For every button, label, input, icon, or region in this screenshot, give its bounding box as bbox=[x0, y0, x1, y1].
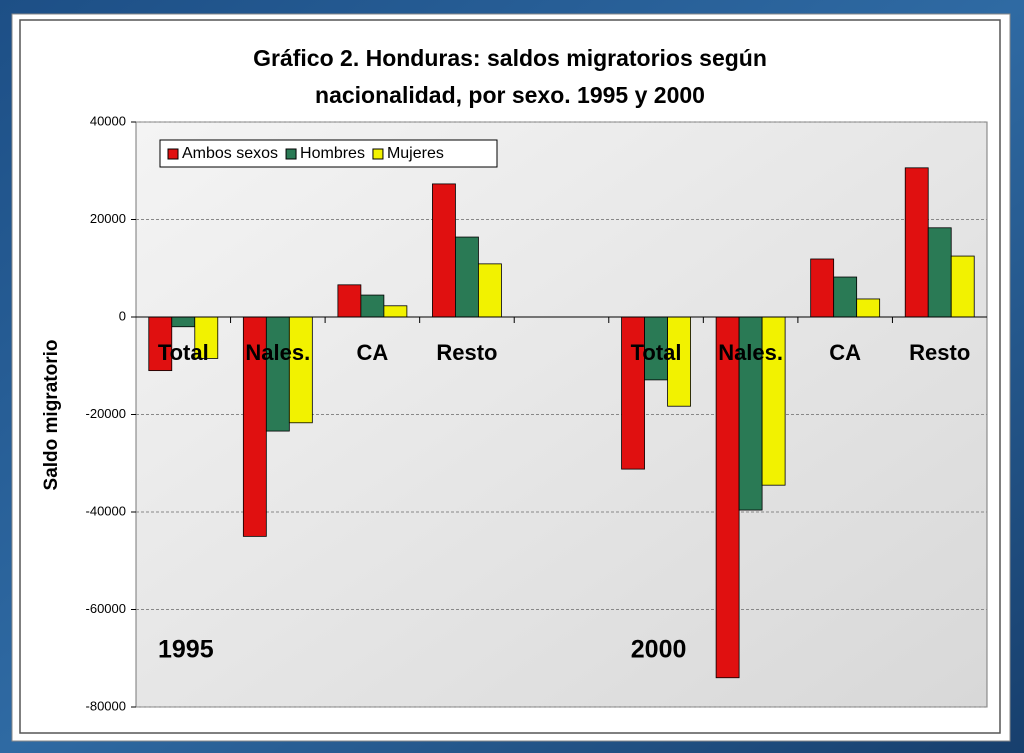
annotation: 2000 bbox=[631, 636, 687, 664]
x-tick-label: CA bbox=[356, 340, 388, 365]
bar bbox=[171, 316, 196, 328]
legend-label: Ambos sexos bbox=[182, 145, 278, 162]
legend-box bbox=[159, 139, 498, 168]
y-tick-label: -80000 bbox=[86, 698, 126, 713]
bar bbox=[478, 263, 502, 318]
y-tick-label: 40000 bbox=[90, 113, 126, 128]
chart-border bbox=[19, 19, 1001, 734]
bar bbox=[432, 183, 456, 318]
y-tick-label: 20000 bbox=[90, 211, 126, 226]
bar bbox=[950, 255, 975, 318]
bar bbox=[715, 316, 740, 679]
y-tick-label: -40000 bbox=[86, 503, 126, 518]
x-tick-label: Nales. bbox=[245, 340, 310, 365]
x-tick-label: CA bbox=[829, 340, 861, 365]
x-tick-label: Resto bbox=[909, 340, 970, 365]
legend-swatch bbox=[372, 148, 384, 160]
bar bbox=[927, 227, 952, 318]
chart-title: nacionalidad, por sexo. 1995 y 2000 bbox=[315, 82, 705, 108]
x-tick-label: Total bbox=[158, 340, 209, 365]
bar bbox=[833, 276, 858, 318]
x-tick-label: Resto bbox=[436, 340, 497, 365]
annotation: 1995 bbox=[158, 636, 214, 664]
bar bbox=[455, 236, 479, 318]
bar bbox=[337, 284, 362, 318]
y-tick-label: -60000 bbox=[86, 601, 126, 616]
y-tick-label: 0 bbox=[119, 308, 126, 323]
bar bbox=[856, 298, 881, 318]
bar bbox=[904, 167, 929, 318]
bar bbox=[360, 294, 385, 318]
chart-title: Gráfico 2. Honduras: saldos migratorios … bbox=[253, 45, 767, 71]
legend-swatch bbox=[285, 148, 297, 160]
legend-label: Mujeres bbox=[387, 145, 444, 162]
legend-label: Hombres bbox=[300, 145, 365, 162]
bar bbox=[265, 316, 290, 432]
y-axis-label: Saldo migratorio bbox=[41, 340, 62, 491]
y-tick-label: -20000 bbox=[86, 406, 126, 421]
legend-swatch bbox=[167, 148, 179, 160]
bar bbox=[383, 305, 408, 318]
x-tick-label: Nales. bbox=[718, 340, 783, 365]
bar bbox=[288, 316, 313, 424]
x-tick-label: Total bbox=[631, 340, 682, 365]
bar bbox=[810, 258, 835, 318]
